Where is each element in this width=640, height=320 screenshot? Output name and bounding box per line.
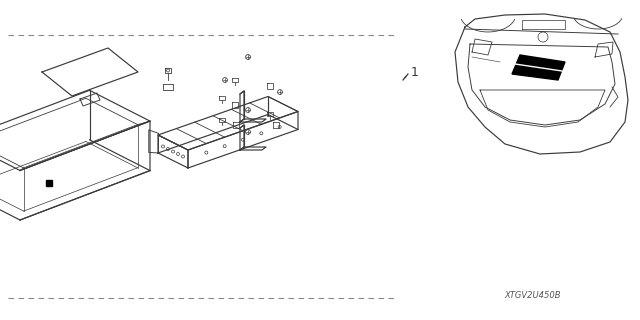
Polygon shape — [512, 55, 565, 80]
Text: 1: 1 — [411, 66, 419, 78]
Text: XTGV2U450B: XTGV2U450B — [505, 291, 561, 300]
